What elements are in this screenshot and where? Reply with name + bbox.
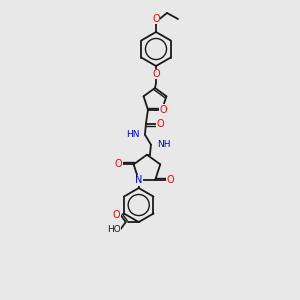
Text: O: O <box>160 105 167 115</box>
Text: O: O <box>152 69 160 79</box>
Text: O: O <box>152 14 160 24</box>
Text: HN: HN <box>126 130 140 139</box>
Text: O: O <box>167 175 174 185</box>
Text: HO: HO <box>107 224 121 233</box>
Text: N: N <box>135 175 142 185</box>
Text: O: O <box>156 119 164 129</box>
Text: O: O <box>113 210 121 220</box>
Text: NH: NH <box>157 140 170 149</box>
Text: O: O <box>115 159 122 170</box>
